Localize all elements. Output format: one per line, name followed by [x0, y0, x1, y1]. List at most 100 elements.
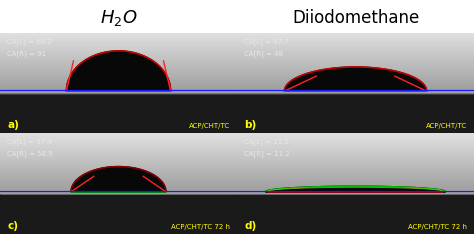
Bar	[0, 164, 237, 165]
Bar	[237, 53, 474, 54]
Bar	[237, 69, 474, 70]
Bar	[237, 68, 474, 69]
Bar	[237, 86, 474, 87]
Bar	[0, 160, 237, 161]
Bar	[0, 44, 237, 45]
Bar	[0, 161, 237, 162]
Bar	[0, 73, 237, 74]
Bar	[0, 69, 237, 70]
Text: CA[L] = 47.7: CA[L] = 47.7	[244, 38, 289, 44]
Bar	[0, 51, 237, 52]
Bar	[237, 36, 474, 37]
Bar	[0, 145, 237, 146]
Bar	[237, 183, 474, 184]
Bar	[237, 167, 474, 168]
Bar	[0, 155, 237, 156]
Bar	[0, 162, 237, 163]
Bar	[237, 54, 474, 55]
Bar	[237, 141, 474, 142]
Bar	[0, 71, 237, 72]
Bar	[0, 143, 237, 144]
Bar	[0, 82, 237, 83]
Bar	[237, 84, 474, 85]
Bar	[237, 137, 474, 138]
Bar	[237, 40, 474, 41]
Bar	[0, 151, 237, 152]
Bar	[0, 141, 237, 142]
Bar	[237, 76, 474, 77]
Bar	[0, 56, 237, 57]
Bar	[237, 159, 474, 160]
Bar	[237, 145, 474, 146]
Bar	[0, 88, 237, 89]
Bar	[0, 53, 237, 54]
Bar	[0, 63, 237, 64]
Bar	[0, 158, 237, 159]
Bar	[237, 143, 474, 144]
Bar	[237, 158, 474, 159]
Bar	[0, 74, 237, 75]
Bar	[237, 34, 474, 35]
Bar	[0, 81, 237, 82]
Bar	[237, 175, 474, 176]
Bar	[0, 152, 237, 153]
Bar	[237, 165, 474, 166]
Bar	[0, 179, 237, 180]
Bar	[0, 76, 237, 77]
Bar	[237, 61, 474, 62]
Bar	[237, 180, 474, 181]
Bar	[237, 83, 474, 84]
Bar	[237, 176, 474, 177]
Bar	[237, 172, 474, 173]
Bar	[0, 168, 237, 169]
Bar	[0, 159, 237, 160]
Bar	[237, 150, 474, 151]
Bar	[0, 45, 237, 46]
Bar	[237, 173, 474, 174]
Bar	[0, 187, 237, 188]
Bar	[237, 50, 474, 51]
Bar	[0, 72, 237, 73]
Text: c): c)	[7, 221, 18, 231]
Bar	[0, 89, 237, 90]
Bar	[0, 142, 237, 143]
Bar	[237, 184, 474, 185]
Bar	[237, 155, 474, 156]
Bar	[0, 50, 237, 51]
Bar	[237, 74, 474, 75]
Bar	[0, 85, 237, 86]
Text: Diiodomethane: Diiodomethane	[292, 9, 419, 27]
Bar	[237, 58, 474, 59]
Bar	[237, 52, 474, 53]
Bar	[0, 174, 237, 175]
Bar	[0, 149, 237, 150]
Bar	[237, 60, 474, 61]
Bar	[237, 47, 474, 48]
Bar	[237, 190, 474, 191]
Bar	[0, 148, 237, 149]
Bar	[237, 45, 474, 46]
Text: ACP/CHT/TC 72 h: ACP/CHT/TC 72 h	[171, 224, 230, 230]
Bar	[237, 153, 474, 154]
Bar	[237, 154, 474, 155]
Bar	[0, 144, 237, 145]
Bar	[237, 46, 474, 47]
Bar	[0, 139, 237, 140]
Text: ACP/CHT/TC 72 h: ACP/CHT/TC 72 h	[408, 224, 467, 230]
Bar	[0, 190, 237, 191]
Bar	[237, 146, 474, 147]
Text: CA[R] = 58.9: CA[R] = 58.9	[7, 150, 53, 157]
Bar	[237, 162, 474, 163]
Bar	[237, 149, 474, 150]
Bar	[0, 65, 237, 66]
Bar	[237, 82, 474, 83]
Bar	[237, 142, 474, 143]
Bar	[0, 169, 237, 170]
Polygon shape	[265, 186, 446, 192]
Bar	[237, 192, 474, 234]
Bar	[237, 38, 474, 39]
Bar	[237, 80, 474, 81]
Bar	[0, 181, 237, 182]
Text: CA[R] = 91: CA[R] = 91	[7, 50, 46, 57]
Bar	[237, 73, 474, 74]
